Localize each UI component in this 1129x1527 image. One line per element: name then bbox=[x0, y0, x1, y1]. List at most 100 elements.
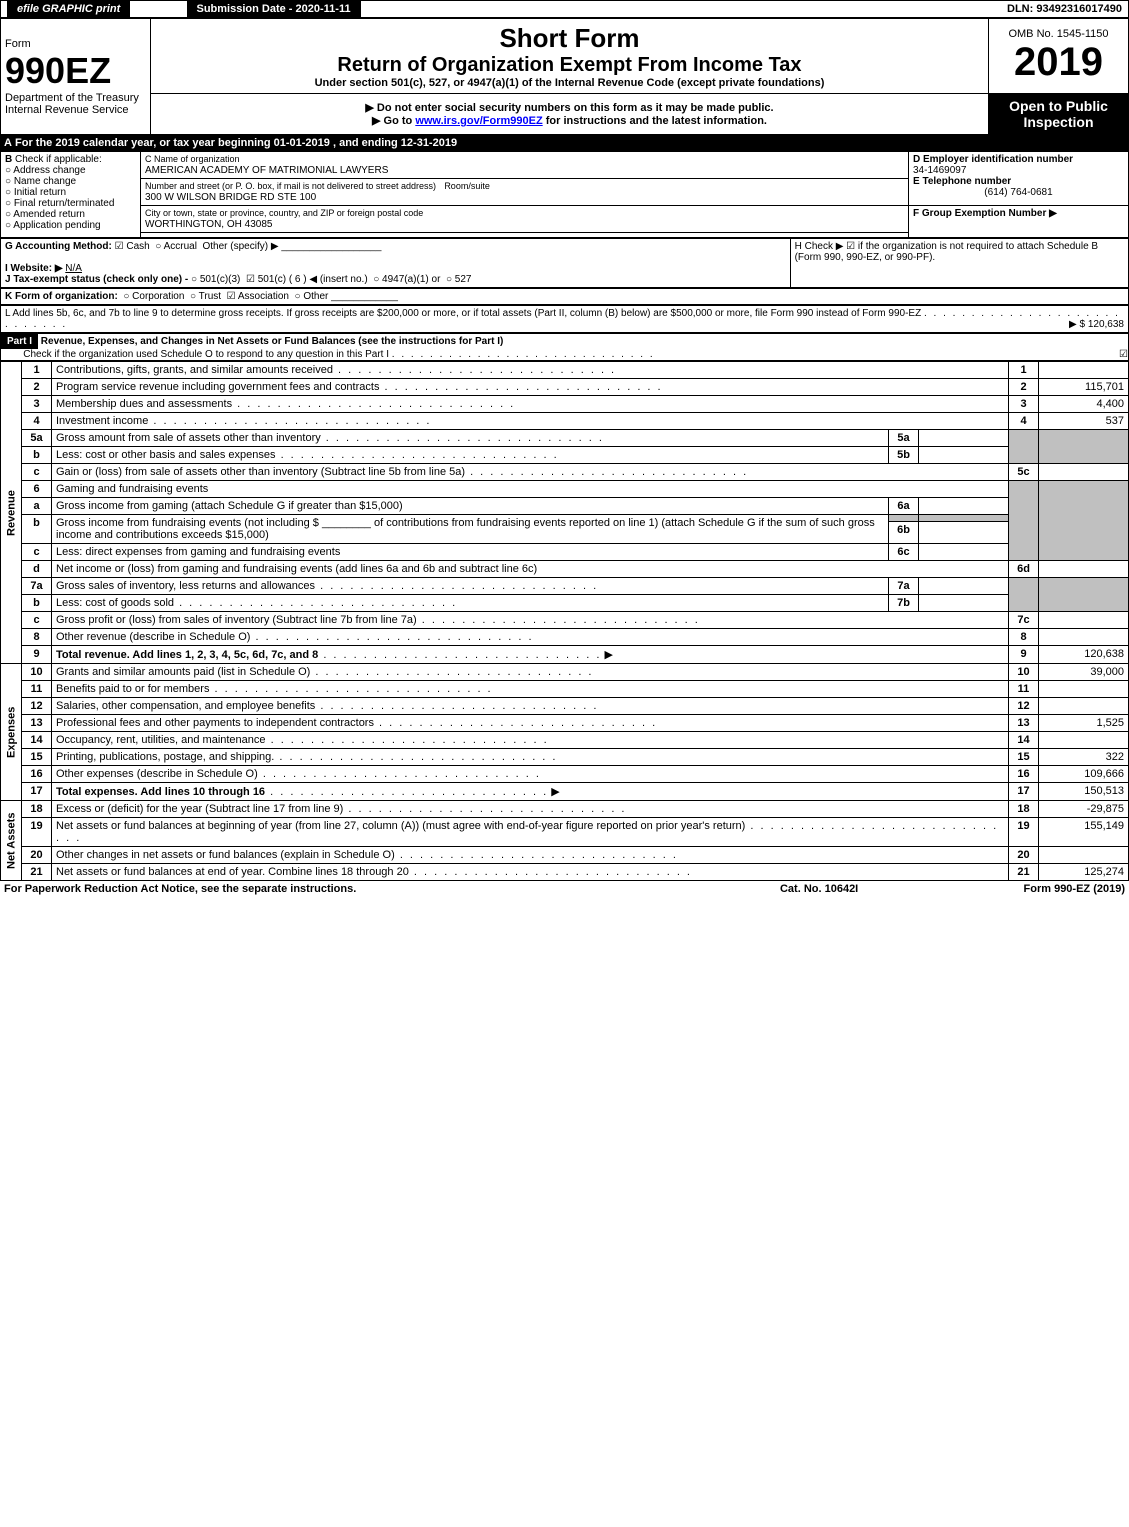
b-application-pending[interactable] bbox=[5, 220, 11, 231]
street-label: Number and street (or P. O. box, if mail… bbox=[145, 181, 436, 191]
line-7c-amt bbox=[1039, 612, 1129, 629]
part-i-label: Part I bbox=[1, 334, 38, 349]
line-10-desc: Grants and similar amounts paid (list in… bbox=[56, 666, 310, 678]
k-assoc[interactable] bbox=[227, 291, 236, 302]
form-header: Form 990EZ Department of the Treasury In… bbox=[0, 18, 1129, 135]
f-label: F Group Exemption Number ▶ bbox=[913, 208, 1057, 219]
g-cash-check[interactable] bbox=[115, 241, 124, 252]
line-11-desc: Benefits paid to or for members bbox=[56, 683, 209, 695]
line-13-amt: 1,525 bbox=[1039, 715, 1129, 732]
line-5b-mid bbox=[919, 447, 1009, 464]
line-5b-desc: Less: cost or other basis and sales expe… bbox=[56, 449, 276, 461]
line-11-amt bbox=[1039, 681, 1129, 698]
b-address-change[interactable] bbox=[5, 165, 11, 176]
irs-link[interactable]: www.irs.gov/Form990EZ bbox=[415, 115, 542, 127]
footer-right: Form 990-EZ (2019) bbox=[907, 881, 1129, 897]
part-i-header: Part I Revenue, Expenses, and Changes in… bbox=[0, 333, 1129, 361]
k-other[interactable] bbox=[295, 291, 301, 302]
top-bar: efile GRAPHIC print Submission Date - 20… bbox=[0, 0, 1129, 18]
submission-date-label: Submission Date - 2020-11-11 bbox=[187, 1, 361, 17]
info-block: B Check if applicable: Address change Na… bbox=[0, 151, 1129, 238]
line-10-amt: 39,000 bbox=[1039, 664, 1129, 681]
g-accrual-check[interactable] bbox=[155, 241, 161, 252]
j-4947[interactable] bbox=[373, 274, 379, 285]
line-6b-desc: Gross income from fundraising events (no… bbox=[52, 515, 889, 544]
b-final-return[interactable] bbox=[5, 198, 11, 209]
line-16-desc: Other expenses (describe in Schedule O) bbox=[56, 768, 258, 780]
j-501c[interactable] bbox=[246, 274, 255, 285]
ghij-block: G Accounting Method: Cash Accrual Other … bbox=[0, 238, 1129, 288]
line-5a-desc: Gross amount from sale of assets other t… bbox=[56, 432, 321, 444]
goto-link[interactable]: Go to www.irs.gov/Form990EZ for instruct… bbox=[155, 114, 984, 127]
line-5c-amt bbox=[1039, 464, 1129, 481]
line-4-desc: Investment income bbox=[56, 415, 148, 427]
line-3-desc: Membership dues and assessments bbox=[56, 398, 232, 410]
l-amount: ▶ $ 120,638 bbox=[1069, 319, 1124, 330]
page-footer: For Paperwork Reduction Act Notice, see … bbox=[0, 881, 1129, 897]
b-initial-return[interactable] bbox=[5, 187, 11, 198]
netassets-section-label: Net Assets bbox=[1, 801, 22, 881]
line-15-amt: 322 bbox=[1039, 749, 1129, 766]
part-i-checkbox[interactable] bbox=[1119, 349, 1128, 360]
line-6-desc: Gaming and fundraising events bbox=[52, 481, 1009, 498]
line-17-amt: 150,513 bbox=[1039, 783, 1129, 801]
footer-mid: Cat. No. 10642I bbox=[732, 881, 907, 897]
efile-print-button[interactable]: efile GRAPHIC print bbox=[7, 1, 130, 17]
line-7b-mid bbox=[919, 595, 1009, 612]
city-label: City or town, state or province, country… bbox=[145, 208, 423, 218]
line-4-amt: 537 bbox=[1039, 413, 1129, 430]
line-5a-mid bbox=[919, 430, 1009, 447]
k-label: K Form of organization: bbox=[5, 291, 118, 302]
tax-year: 2019 bbox=[993, 40, 1124, 85]
line-8-amt bbox=[1039, 629, 1129, 646]
line-1-desc: Contributions, gifts, grants, and simila… bbox=[56, 364, 333, 376]
title-main: Short Form bbox=[155, 23, 984, 54]
dept-irs: Internal Revenue Service bbox=[5, 104, 146, 116]
line-9-desc: Total revenue. Add lines 1, 2, 3, 4, 5c,… bbox=[56, 649, 318, 661]
line-6c-mid bbox=[919, 544, 1009, 561]
k-corp[interactable] bbox=[123, 291, 129, 302]
expenses-section-label: Expenses bbox=[1, 664, 22, 801]
k-block: K Form of organization: Corporation Trus… bbox=[0, 288, 1129, 305]
line-21-desc: Net assets or fund balances at end of ye… bbox=[56, 866, 409, 878]
line-6b-mid bbox=[919, 521, 1009, 543]
i-label: I Website: ▶ bbox=[5, 263, 63, 274]
line-7a-desc: Gross sales of inventory, less returns a… bbox=[56, 580, 315, 592]
line-6a-mid bbox=[919, 498, 1009, 515]
d-label: D Employer identification number bbox=[913, 154, 1073, 165]
lines-table: Revenue 1 Contributions, gifts, grants, … bbox=[0, 361, 1129, 881]
k-trust[interactable] bbox=[190, 291, 196, 302]
c-label: C Name of organization bbox=[145, 154, 240, 164]
line-5c-desc: Gain or (loss) from sale of assets other… bbox=[56, 466, 465, 478]
l-text: L Add lines 5b, 6c, and 7b to line 9 to … bbox=[5, 308, 921, 319]
b-amended-return[interactable] bbox=[5, 209, 11, 220]
line-8-desc: Other revenue (describe in Schedule O) bbox=[56, 631, 250, 643]
line-a-calendar: A For the 2019 calendar year, or tax yea… bbox=[0, 135, 1129, 151]
j-527[interactable] bbox=[446, 274, 452, 285]
footer-left: For Paperwork Reduction Act Notice, see … bbox=[0, 881, 732, 897]
line-6c-desc: Less: direct expenses from gaming and fu… bbox=[56, 546, 340, 558]
form-number: 990EZ bbox=[5, 50, 146, 92]
b-label: Check if applicable: bbox=[15, 154, 102, 165]
line-2-amt: 115,701 bbox=[1039, 379, 1129, 396]
l-block: L Add lines 5b, 6c, and 7b to line 9 to … bbox=[0, 305, 1129, 333]
h-text: H Check ▶ ☑ if the organization is not r… bbox=[790, 239, 1128, 288]
line-12-amt bbox=[1039, 698, 1129, 715]
revenue-section-label: Revenue bbox=[1, 362, 22, 664]
dept-treasury: Department of the Treasury bbox=[5, 92, 146, 104]
line-14-desc: Occupancy, rent, utilities, and maintena… bbox=[56, 734, 266, 746]
ein-value: 34-1469097 bbox=[913, 165, 966, 176]
part-i-check: Check if the organization used Schedule … bbox=[23, 349, 389, 360]
e-label: E Telephone number bbox=[913, 176, 1011, 187]
j-501c3[interactable] bbox=[191, 274, 197, 285]
line-7b-desc: Less: cost of goods sold bbox=[56, 597, 174, 609]
street-value: 300 W WILSON BRIDGE RD STE 100 bbox=[145, 192, 316, 203]
line-2-desc: Program service revenue including govern… bbox=[56, 381, 379, 393]
phone-value: (614) 764-0681 bbox=[913, 187, 1124, 198]
b-name-change[interactable] bbox=[5, 176, 11, 187]
part-i-title: Revenue, Expenses, and Changes in Net As… bbox=[41, 336, 504, 347]
omb-number: OMB No. 1545-1150 bbox=[993, 28, 1124, 40]
line-14-amt bbox=[1039, 732, 1129, 749]
line-21-amt: 125,274 bbox=[1039, 864, 1129, 881]
line-6a-desc: Gross income from gaming (attach Schedul… bbox=[56, 500, 403, 512]
